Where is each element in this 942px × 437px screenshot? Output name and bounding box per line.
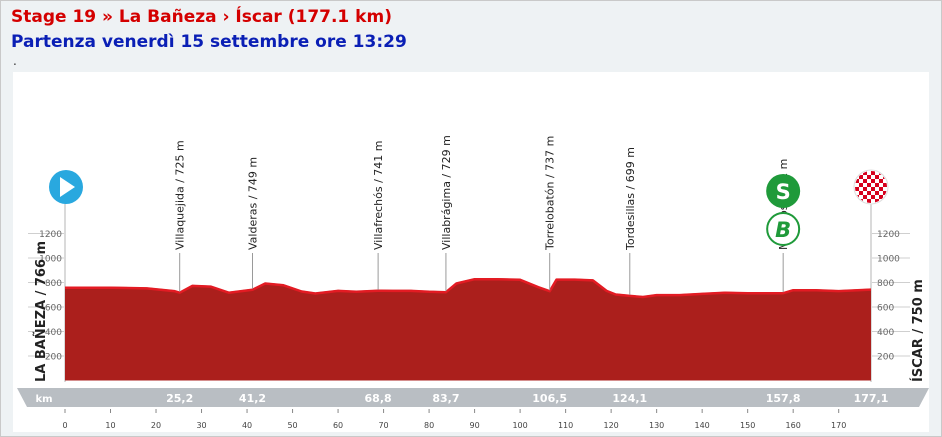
stage-title: Stage 19 » La Bañeza › Íscar (177.1 km) — [11, 7, 392, 27]
stage-start-time: Partenza venerdì 15 settembre ore 13:29 — [11, 32, 407, 52]
x-tick-label: 40 — [242, 421, 252, 430]
x-tick-label: 90 — [470, 421, 480, 430]
x-tick-label: 80 — [424, 421, 434, 430]
x-tick-label: 110 — [558, 421, 573, 430]
elevation-profile-crest — [65, 277, 872, 299]
x-tick-label: 20 — [151, 421, 161, 430]
y-tick-right: 200 — [877, 353, 894, 363]
x-tick-label: 170 — [831, 421, 846, 430]
y-tick-right: 600 — [877, 304, 894, 314]
km-band-value: 124,1 — [612, 392, 647, 405]
x-tick-label: 100 — [512, 421, 527, 430]
x-tick-label: 0 — [62, 421, 67, 430]
y-tick-right: 400 — [877, 328, 894, 338]
waypoint-label: Villabrágima / 729 m — [440, 135, 453, 250]
y-tick-right: 1200 — [877, 230, 900, 240]
x-tick-label: 140 — [695, 421, 710, 430]
waypoint-label: Valderas / 749 m — [247, 157, 260, 250]
x-tick-label: 50 — [287, 421, 297, 430]
waypoint-label: Tordesillas / 699 m — [624, 147, 637, 251]
km-band-value: 106,5 — [532, 392, 567, 405]
x-tick-label: 70 — [378, 421, 388, 430]
km-band-value: 25,2 — [166, 392, 193, 405]
waypoint-label: Villafrechós / 741 m — [372, 140, 385, 250]
x-tick-label: 60 — [333, 421, 343, 430]
bonus-marker — [766, 212, 801, 246]
elevation-profile-area — [65, 278, 871, 381]
waypoint-label: Villaquejida / 725 m — [174, 140, 187, 250]
km-band-value: 157,8 — [766, 392, 801, 405]
separator-dot: . — [13, 54, 17, 68]
x-tick-label: 30 — [196, 421, 206, 430]
x-tick-label: 160 — [786, 421, 801, 430]
checkered-flag-icon — [855, 171, 887, 203]
y-tick-left: 1000 — [39, 255, 62, 265]
x-tick-label: 120 — [603, 421, 618, 430]
finish-location-label: ÍSCAR / 750 m — [910, 279, 926, 382]
x-tick-label: 10 — [105, 421, 115, 430]
play-icon — [60, 177, 75, 197]
km-band — [17, 388, 929, 407]
km-band-unit: km — [35, 394, 52, 405]
km-band-value: 41,2 — [239, 392, 266, 405]
start-location-label: LA BAÑEZA / 766 m — [33, 241, 49, 382]
km-band-value: 177,1 — [854, 392, 889, 405]
y-tick-left: 400 — [45, 328, 62, 338]
y-tick-right: 1000 — [877, 255, 900, 265]
waypoint-label: Torrelobatón / 737 m — [544, 136, 557, 251]
y-tick-left: 200 — [45, 353, 62, 363]
km-band-value: 83,7 — [432, 392, 459, 405]
x-tick-label: 130 — [649, 421, 664, 430]
y-tick-right: 800 — [877, 279, 894, 289]
sprint-marker-letter: S — [776, 180, 791, 204]
x-tick-label: 150 — [740, 421, 755, 430]
y-tick-left: 1200 — [39, 230, 62, 240]
y-tick-left: 600 — [45, 304, 62, 314]
sprint-marker — [766, 174, 801, 208]
y-tick-left: 800 — [45, 279, 62, 289]
km-band-value: 68,8 — [365, 392, 392, 405]
bonus-marker-letter: B — [775, 218, 791, 242]
